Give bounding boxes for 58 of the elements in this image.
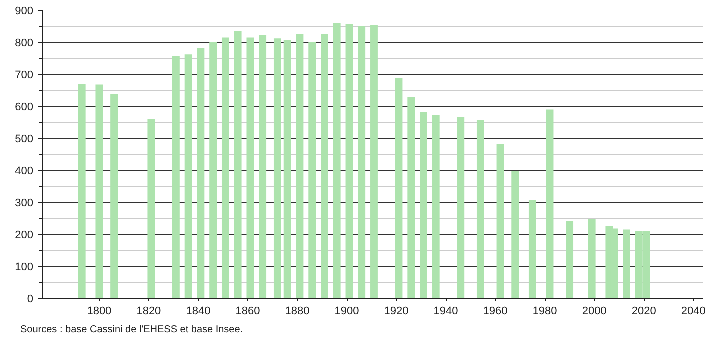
x-tick-label: 1980 (532, 306, 558, 318)
bar (308, 42, 316, 298)
bar (496, 144, 504, 298)
bar (284, 40, 292, 298)
y-tick-label: 400 (15, 166, 34, 178)
bar (420, 112, 428, 298)
bar (210, 42, 218, 298)
bar (274, 38, 282, 298)
bar (512, 171, 520, 298)
source-note: Sources : base Cassini de l'EHESS et base Insee. (20, 324, 244, 336)
bar (358, 26, 366, 298)
bar (457, 117, 465, 298)
bar (432, 115, 440, 298)
x-tick-label: 2000 (582, 306, 607, 318)
x-tick-label: 1800 (87, 306, 112, 318)
bar (370, 26, 378, 298)
bar (259, 35, 267, 298)
x-tick-label: 2020 (632, 306, 656, 318)
x-tick-label: 1820 (136, 306, 162, 318)
x-tick-label: 1960 (483, 306, 508, 318)
bar (528, 200, 536, 298)
bar (197, 48, 205, 298)
y-tick-label: 200 (15, 230, 34, 242)
y-tick-label: 900 (15, 6, 34, 18)
y-tick-label: 500 (15, 134, 34, 146)
y-tick-label: 600 (15, 102, 34, 114)
bar (172, 56, 180, 298)
bar (566, 221, 574, 298)
bar (246, 38, 254, 298)
bar (321, 34, 328, 298)
bar (623, 230, 630, 298)
bar (588, 219, 596, 298)
y-tick-label: 300 (15, 198, 34, 210)
x-tick-label: 1840 (186, 306, 211, 318)
bar (333, 23, 341, 298)
bar (184, 54, 192, 298)
bar (78, 84, 86, 298)
x-tick-label: 1920 (384, 306, 409, 318)
bar (110, 94, 118, 298)
bar (395, 78, 403, 298)
x-tick-label: 1880 (285, 306, 310, 318)
bar (96, 84, 104, 298)
y-tick-label: 100 (15, 262, 34, 274)
bar (476, 120, 484, 298)
y-tick-label: 0 (27, 294, 34, 306)
y-tick-label: 700 (15, 70, 34, 82)
bar (296, 34, 304, 298)
bar (346, 24, 354, 298)
bar (148, 119, 156, 298)
bar (222, 38, 230, 298)
x-tick-label: 1860 (236, 306, 260, 318)
bar (546, 110, 554, 298)
bar (234, 31, 242, 298)
x-tick-label: 1940 (434, 306, 458, 318)
x-tick-label: 1900 (334, 306, 360, 318)
x-tick-label: 2040 (681, 306, 706, 318)
bar (408, 98, 416, 298)
y-tick-label: 800 (15, 38, 34, 50)
